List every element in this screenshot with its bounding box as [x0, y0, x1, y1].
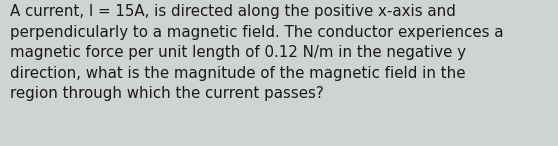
Text: A current, I = 15A, is directed along the positive x-axis and
perpendicularly to: A current, I = 15A, is directed along th… — [10, 4, 503, 101]
